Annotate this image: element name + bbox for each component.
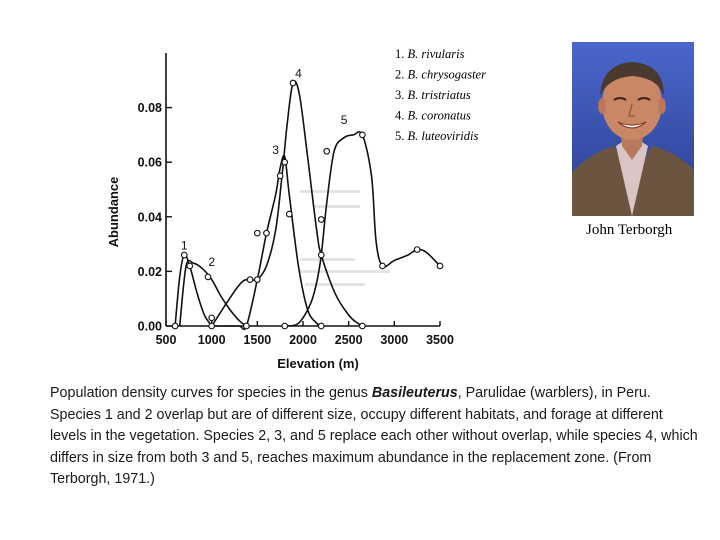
y-tick-label: 0.02 bbox=[138, 265, 162, 279]
data-point bbox=[380, 263, 386, 269]
legend-number: 3. bbox=[395, 88, 408, 102]
data-point bbox=[255, 230, 261, 236]
data-point bbox=[172, 323, 178, 329]
chart-legend: 1. B. rivularis 2. B. chrysogaster 3. B. t… bbox=[395, 47, 486, 143]
legend-genus: B. bbox=[408, 129, 422, 143]
portrait-illustration bbox=[572, 42, 694, 216]
y-tick-label: 0.00 bbox=[138, 320, 162, 334]
legend-entry: 3. B. tristriatus bbox=[395, 88, 471, 102]
legend-number: 2. bbox=[395, 68, 408, 82]
series-label-4: 4 bbox=[295, 67, 302, 81]
y-tick-label: 0.08 bbox=[138, 101, 162, 115]
data-point bbox=[360, 323, 366, 329]
legend-entry: 1. B. rivularis bbox=[395, 47, 465, 61]
series-line-3 bbox=[212, 155, 322, 329]
data-point bbox=[205, 274, 211, 280]
data-point bbox=[255, 277, 261, 283]
caption-text-start: Population density curves for species in… bbox=[50, 385, 372, 401]
legend-genus: B. bbox=[408, 109, 422, 123]
data-point bbox=[318, 217, 324, 223]
data-point bbox=[324, 148, 330, 154]
data-point bbox=[209, 323, 215, 329]
data-point bbox=[282, 323, 288, 329]
series-label-1: 1 bbox=[181, 239, 188, 253]
y-axis-label: Abundance bbox=[106, 177, 121, 248]
data-point bbox=[247, 277, 253, 283]
y-tick-label: 0.06 bbox=[138, 156, 162, 170]
legend-number: 4. bbox=[395, 109, 408, 123]
data-point bbox=[181, 252, 187, 258]
data-point bbox=[318, 252, 324, 258]
caption-genus: Basileuterus bbox=[372, 385, 458, 401]
legend-entry: 5. B. luteoviridis bbox=[395, 129, 478, 143]
legend-genus: B. bbox=[408, 88, 422, 102]
y-tick-label: 0.04 bbox=[138, 210, 162, 224]
series-label-2: 2 bbox=[208, 255, 215, 269]
legend-entry: 2. B. chrysogaster bbox=[395, 68, 486, 82]
legend-species: tristriatus bbox=[421, 88, 470, 102]
data-point bbox=[360, 132, 366, 138]
portrait-photo bbox=[572, 42, 694, 216]
series-label-3: 3 bbox=[272, 143, 279, 157]
legend-number: 1. bbox=[395, 47, 408, 61]
data-point bbox=[282, 159, 288, 165]
x-tick-label: 1000 bbox=[198, 333, 226, 347]
x-axis-label: Elevation (m) bbox=[277, 356, 359, 371]
data-point bbox=[287, 211, 293, 217]
x-tick-label: 3500 bbox=[426, 333, 454, 347]
data-point bbox=[414, 247, 420, 253]
legend-species: coronatus bbox=[421, 109, 471, 123]
photo-caption: John Terborgh bbox=[586, 222, 672, 239]
series-label-5: 5 bbox=[341, 113, 348, 127]
x-tick-label: 3000 bbox=[380, 333, 408, 347]
data-point bbox=[437, 263, 443, 269]
legend-genus: B. bbox=[408, 68, 422, 82]
x-tick-label: 2000 bbox=[289, 333, 317, 347]
legend-entry: 4. B. coronatus bbox=[395, 109, 471, 123]
data-point bbox=[318, 323, 324, 329]
legend-species: luteoviridis bbox=[421, 129, 478, 143]
legend-species: chrysogaster bbox=[421, 68, 486, 82]
legend-number: 5. bbox=[395, 129, 408, 143]
figure-caption: Population density curves for species in… bbox=[50, 383, 702, 491]
data-point bbox=[244, 323, 250, 329]
legend-species: rivularis bbox=[421, 47, 464, 61]
x-tick-label: 2500 bbox=[335, 333, 363, 347]
x-tick-label: 1500 bbox=[243, 333, 271, 347]
data-point bbox=[290, 80, 296, 86]
data-point bbox=[187, 263, 193, 269]
legend-genus: B. bbox=[408, 47, 422, 61]
data-point bbox=[264, 230, 270, 236]
x-tick-label: 500 bbox=[156, 333, 177, 347]
data-point bbox=[209, 315, 215, 321]
data-point bbox=[277, 173, 283, 179]
